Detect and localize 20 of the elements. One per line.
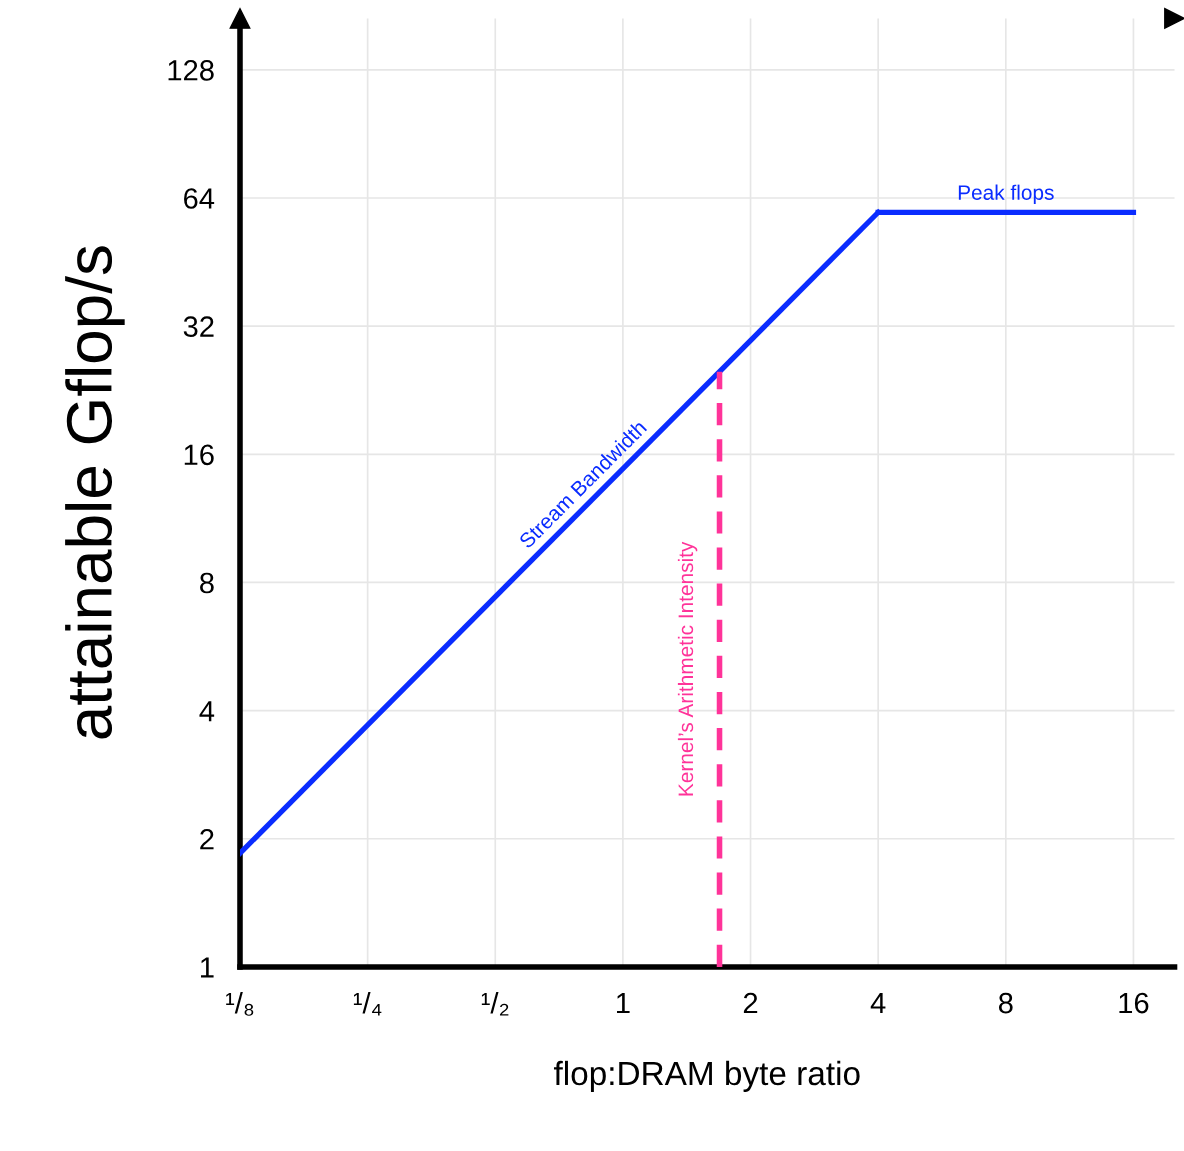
x-axis-title: flop:DRAM byte ratio xyxy=(553,1060,860,1092)
series-label: Peak flops xyxy=(958,184,1054,205)
y-tick-label: 32 xyxy=(183,316,214,337)
y-tick-label: 2 xyxy=(200,828,214,850)
text: Kernel’s Arithmetic Intensity xyxy=(677,541,698,796)
y-axis-title: attainable Gflop/s xyxy=(65,246,125,739)
y-tick-label: 16 xyxy=(184,444,214,466)
x-tick-label: ¹/₂ xyxy=(481,991,509,1016)
y-tick-label: 64 xyxy=(184,188,215,209)
y-tick-label: 8 xyxy=(200,572,214,594)
y-tick-label: 1 xyxy=(201,957,214,978)
x-tick-label: 4 xyxy=(870,993,886,1014)
x-tick-label: 16 xyxy=(1119,992,1149,1014)
y-tick-label: 128 xyxy=(168,60,214,81)
x-tick-label: 2 xyxy=(743,992,758,1014)
x-tick-label: 8 xyxy=(998,992,1013,1014)
x-tick-label: ¹/₄ xyxy=(353,991,382,1016)
x-tick-label: ¹/₈ xyxy=(226,991,254,1016)
y-tick-label: 4 xyxy=(199,701,215,722)
x-tick-label: 1 xyxy=(617,993,630,1014)
